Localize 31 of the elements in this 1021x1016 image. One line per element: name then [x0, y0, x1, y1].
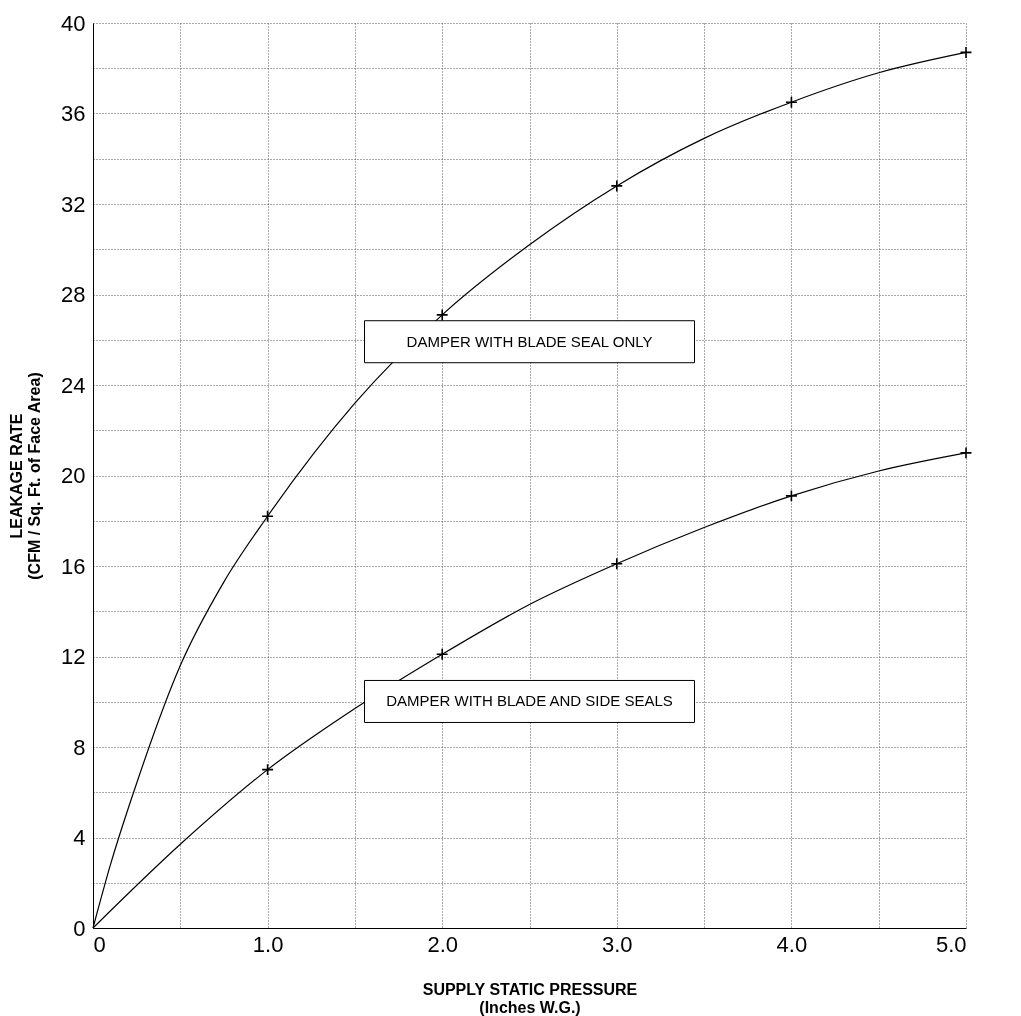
- point: [261, 509, 274, 523]
- point: [610, 557, 624, 571]
- x-axis-title: SUPPLY STATIC PRESSURE (Inches W.G.): [422, 980, 638, 1016]
- y-tick-label: 36: [61, 101, 86, 126]
- x-tick-label: 3.0: [602, 931, 633, 957]
- x-tick-label: 5.0: [935, 931, 967, 957]
- y-tick-label: 12: [61, 644, 86, 669]
- point: [261, 763, 274, 776]
- x-tick-label: 2.0: [427, 931, 458, 957]
- y-tick-label: 40: [61, 10, 86, 36]
- x-tick-label: 0: [93, 931, 106, 957]
- y-tick-label: 20: [61, 463, 86, 488]
- y-tick-label: 24: [61, 372, 86, 398]
- point: [435, 647, 449, 661]
- x-tick-label: 4.0: [776, 931, 808, 957]
- point: [435, 308, 449, 322]
- point: [959, 46, 973, 59]
- y-tick-label: 16: [61, 553, 86, 579]
- y-tick-label: 8: [73, 734, 86, 760]
- point: [785, 95, 798, 109]
- series-label: DAMPER WITH BLADE SEAL ONLY: [406, 332, 653, 350]
- point: [959, 446, 973, 460]
- y-axis-title: LEAKAGE RATE (CFM / Sq. Ft. of Face Area): [8, 372, 44, 580]
- y-tick-label: 28: [61, 282, 86, 307]
- point: [785, 489, 798, 503]
- y-tick-label: 0: [73, 915, 86, 941]
- y-tick-label: 4: [73, 825, 86, 850]
- x-tick-label: 1.0: [252, 931, 284, 957]
- point: [610, 179, 624, 193]
- y-tick-label: 32: [61, 191, 86, 217]
- series-label: DAMPER WITH BLADE AND SIDE SEALS: [386, 692, 673, 710]
